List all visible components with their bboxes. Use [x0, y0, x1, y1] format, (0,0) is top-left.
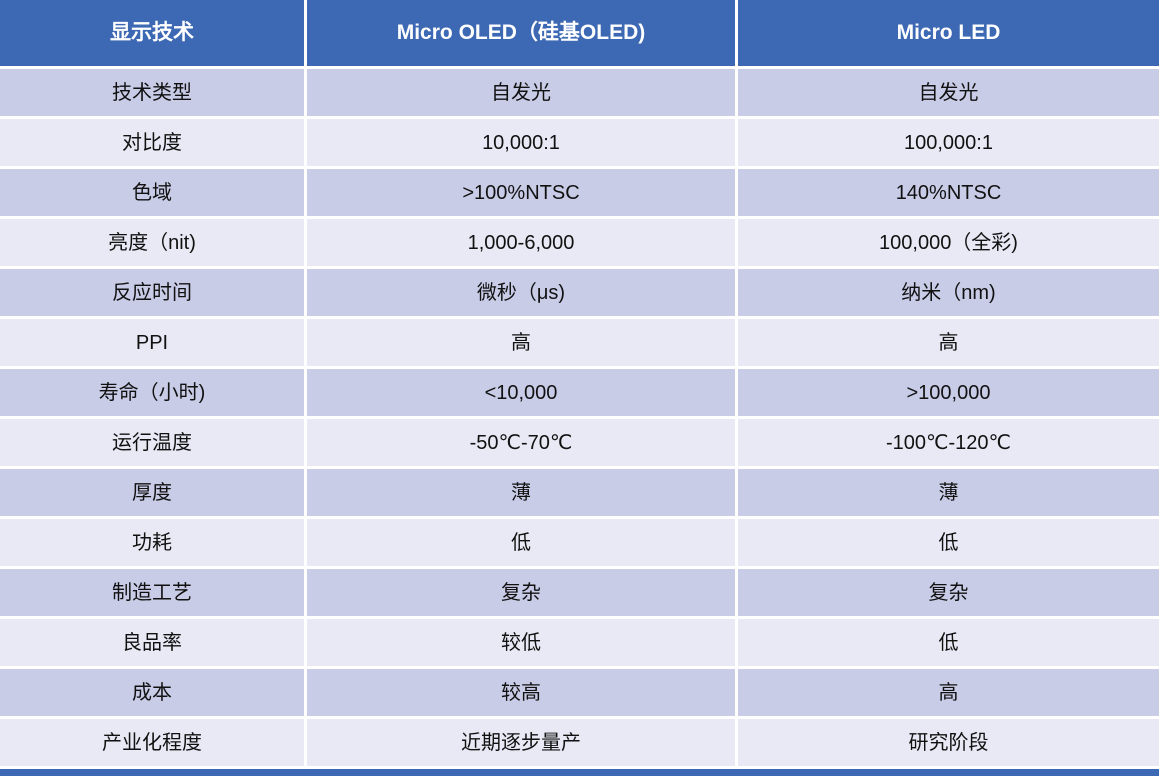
cell-led-yield: 低: [738, 619, 1159, 666]
row-label-brightness: 亮度（nit): [0, 219, 304, 266]
bottom-accent-bar: [0, 769, 1159, 776]
header-cell-display-tech: 显示技术: [0, 0, 304, 66]
cell-led-brightness: 100,000（全彩): [738, 219, 1159, 266]
header-cell-micro-led: Micro LED: [738, 0, 1159, 66]
cell-led-industrialization: 研究阶段: [738, 719, 1159, 766]
cell-led-thickness: 薄: [738, 469, 1159, 516]
cell-oled-yield: 较低: [307, 619, 735, 666]
row-label-tech-type: 技术类型: [0, 69, 304, 116]
row-label-operating-temp: 运行温度: [0, 419, 304, 466]
row-label-thickness: 厚度: [0, 469, 304, 516]
cell-oled-response-time: 微秒（μs): [307, 269, 735, 316]
row-label-contrast: 对比度: [0, 119, 304, 166]
cell-oled-color-gamut: >100%NTSC: [307, 169, 735, 216]
cell-led-cost: 高: [738, 669, 1159, 716]
cell-oled-lifetime: <10,000: [307, 369, 735, 416]
cell-led-contrast: 100,000:1: [738, 119, 1159, 166]
cell-oled-manufacturing: 复杂: [307, 569, 735, 616]
row-label-power: 功耗: [0, 519, 304, 566]
row-label-industrialization: 产业化程度: [0, 719, 304, 766]
row-label-response-time: 反应时间: [0, 269, 304, 316]
row-label-color-gamut: 色域: [0, 169, 304, 216]
cell-led-power: 低: [738, 519, 1159, 566]
row-label-lifetime: 寿命（小时): [0, 369, 304, 416]
cell-led-ppi: 高: [738, 319, 1159, 366]
cell-oled-cost: 较高: [307, 669, 735, 716]
cell-oled-power: 低: [307, 519, 735, 566]
row-label-manufacturing: 制造工艺: [0, 569, 304, 616]
cell-oled-thickness: 薄: [307, 469, 735, 516]
cell-led-operating-temp: -100℃-120℃: [738, 419, 1159, 466]
cell-oled-contrast: 10,000:1: [307, 119, 735, 166]
cell-oled-operating-temp: -50℃-70℃: [307, 419, 735, 466]
header-cell-micro-oled: Micro OLED（硅基OLED): [307, 0, 735, 66]
cell-oled-brightness: 1,000-6,000: [307, 219, 735, 266]
cell-led-response-time: 纳米（nm): [738, 269, 1159, 316]
row-label-ppi: PPI: [0, 319, 304, 366]
cell-oled-industrialization: 近期逐步量产: [307, 719, 735, 766]
cell-oled-ppi: 高: [307, 319, 735, 366]
row-label-cost: 成本: [0, 669, 304, 716]
cell-led-tech-type: 自发光: [738, 69, 1159, 116]
cell-led-manufacturing: 复杂: [738, 569, 1159, 616]
cell-led-lifetime: >100,000: [738, 369, 1159, 416]
cell-oled-tech-type: 自发光: [307, 69, 735, 116]
row-label-yield: 良品率: [0, 619, 304, 666]
cell-led-color-gamut: 140%NTSC: [738, 169, 1159, 216]
